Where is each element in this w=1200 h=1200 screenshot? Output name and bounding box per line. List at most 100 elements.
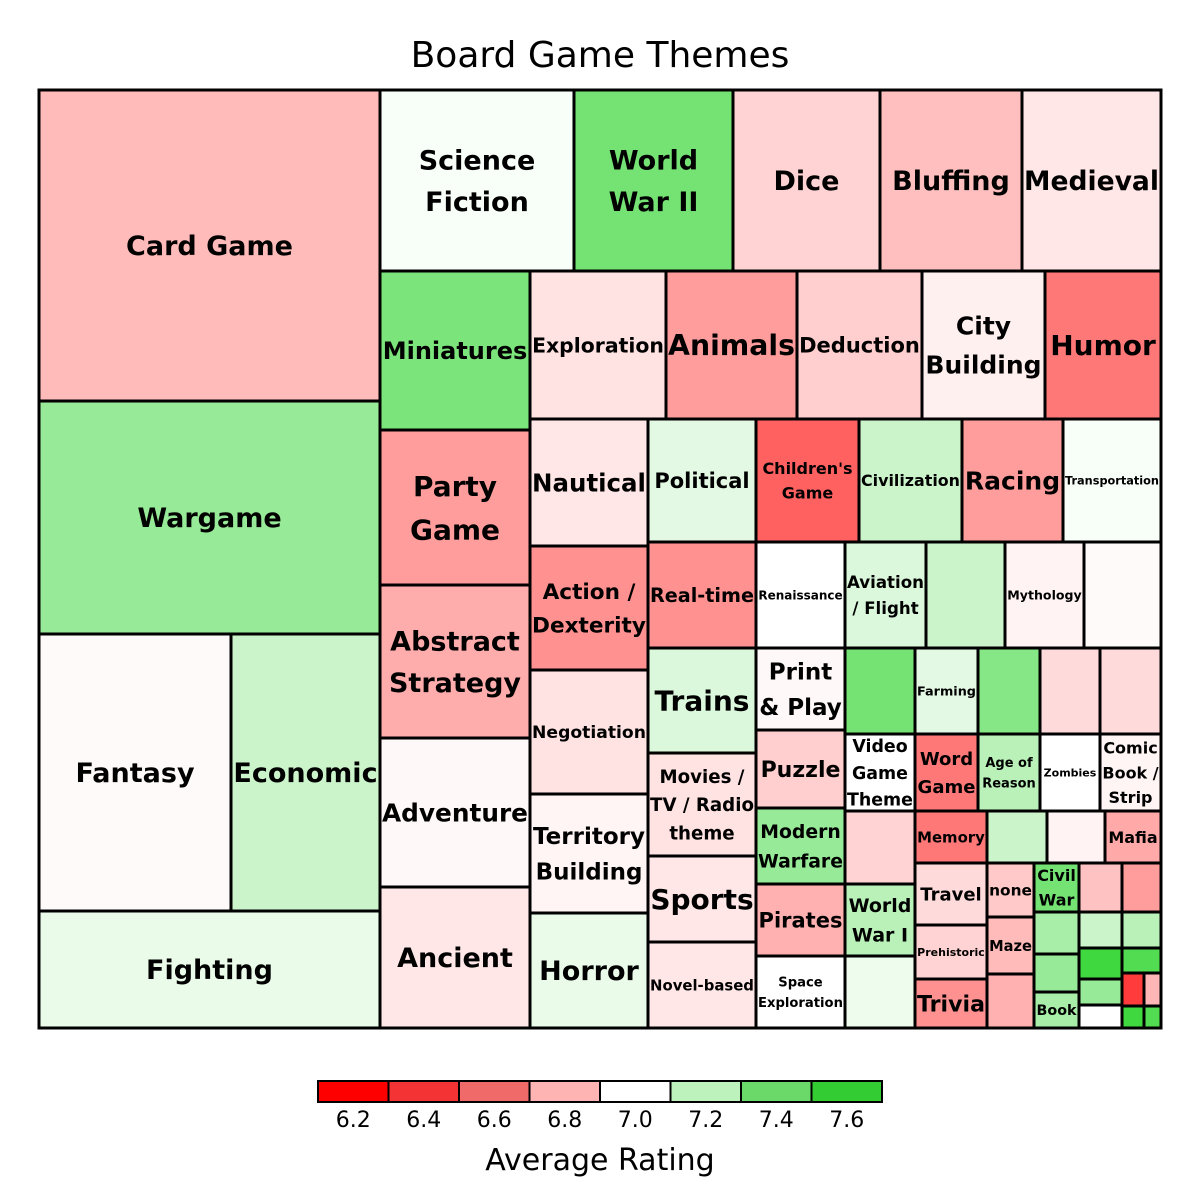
cell-rect-none xyxy=(985,861,1036,919)
cell-rect-territory-building xyxy=(528,792,650,915)
cell-label-movies-tv-radio-theme: Movies / TV / Radio theme xyxy=(650,767,754,844)
cell-rect-sports xyxy=(646,854,758,944)
cell-rect-farming xyxy=(913,646,980,736)
cell-label-ancient: Ancient xyxy=(397,943,513,974)
cell-label-age-of-reason: Age of Reason xyxy=(982,756,1036,791)
cell-rect-party-game xyxy=(378,428,532,587)
cell-label-action-dexterity: Action / Dexterity xyxy=(532,580,646,638)
cell-label-sports: Sports xyxy=(650,883,753,916)
cell-label-trains: Trains xyxy=(655,685,750,718)
cell-rect-unlabeled-63 xyxy=(1120,861,1163,914)
cell-label-mafia: Mafia xyxy=(1108,828,1157,847)
cell-label-world-war-i: World War I xyxy=(849,895,912,946)
cell-label-farming: Farming xyxy=(917,685,976,700)
cell-adventure: Adventure xyxy=(378,736,532,889)
cell-wargame: Wargame xyxy=(37,399,382,636)
cell-label-prehistoric: Prehistoric xyxy=(917,946,985,959)
cell-unlabeled-68 xyxy=(1120,910,1163,950)
cell-unlabeled-67 xyxy=(1077,910,1124,950)
cell-fantasy: Fantasy xyxy=(37,632,233,913)
legend-tick-label: 6.6 xyxy=(477,1108,512,1133)
cell-unlabeled-71 xyxy=(843,954,917,1030)
cell-rect-nautical xyxy=(528,417,650,548)
cell-rect-trivia xyxy=(913,977,989,1030)
cell-rect-exploration xyxy=(528,269,668,421)
cell-label-novel-based: Novel-based xyxy=(650,976,754,994)
cell-rect-action-dexterity xyxy=(528,544,650,672)
legend-swatch-3 xyxy=(528,1080,601,1103)
cell-farming: Farming xyxy=(913,646,980,736)
cell-rect-unlabeled-78 xyxy=(1120,971,1146,1008)
color-legend: 6.2 6.4 6.6 6.8 7.0 7.2 7.4 7.6 xyxy=(317,1080,883,1133)
cell-unlabeled-51 xyxy=(843,809,917,886)
cell-rect-science-fiction xyxy=(378,88,576,273)
legend-tick-label: 7.2 xyxy=(688,1108,723,1133)
cell-fighting: Fighting xyxy=(37,909,382,1030)
cell-unlabeled-42 xyxy=(1098,646,1163,736)
legend-swatch-5 xyxy=(669,1080,742,1103)
cell-action-dexterity: Action / Dexterity xyxy=(528,544,650,672)
cell-label-book: Book xyxy=(1037,1003,1077,1019)
cell-book: Book xyxy=(1032,990,1081,1030)
cell-movies-tv-radio-theme: Movies / TV / Radio theme xyxy=(646,751,758,858)
cell-miniatures: Miniatures xyxy=(378,269,532,432)
cell-comic-book-strip: Comic Book / Strip xyxy=(1098,732,1163,813)
cell-label-fantasy: Fantasy xyxy=(75,758,195,789)
cell-rect-maze xyxy=(985,915,1036,976)
cell-label-abstract-strategy: Abstract Strategy xyxy=(389,626,521,699)
cell-unlabeled-40 xyxy=(976,646,1042,736)
cell-rect-unlabeled-79 xyxy=(1142,971,1163,1008)
cell-label-card-game: Card Game xyxy=(126,231,293,262)
cell-label-zombies: Zombies xyxy=(1044,766,1097,779)
cell-rect-mythology xyxy=(1003,540,1086,650)
cell-rect-wargame xyxy=(37,399,382,636)
cell-rect-age-of-reason xyxy=(976,732,1042,813)
legend-swatch-6 xyxy=(740,1080,813,1103)
cell-travel: Travel xyxy=(913,861,989,927)
cell-dice: Dice xyxy=(731,88,882,273)
treemap-cells: Card Game Wargame Fantasy Economic Fighting S… xyxy=(37,88,1163,1030)
cell-label-space-exploration: Space Exploration xyxy=(758,976,843,1011)
cell-civilization: Civilization xyxy=(857,417,964,544)
cell-renaissance: Renaissance xyxy=(754,540,847,650)
cell-rect-modern-warfare xyxy=(754,806,847,886)
cell-ancient: Ancient xyxy=(378,885,532,1030)
cell-label-medieval: Medieval xyxy=(1024,166,1159,197)
cell-label-real-time: Real-time xyxy=(650,584,754,607)
cell-label-deduction: Deduction xyxy=(799,334,920,358)
cell-label-dice: Dice xyxy=(774,166,840,197)
cell-label-exploration: Exploration xyxy=(532,333,664,357)
cell-label-maze: Maze xyxy=(989,938,1032,955)
cell-unlabeled-66 xyxy=(1032,910,1081,956)
cell-rect-unlabeled-53 xyxy=(985,809,1049,865)
cell-unlabeled-63 xyxy=(1120,861,1163,914)
cell-label-miniatures: Miniatures xyxy=(383,337,528,365)
cell-rect-city-building xyxy=(920,269,1047,421)
cell-city-building: City Building xyxy=(920,269,1047,421)
cell-label-comic-book-strip: Comic Book / Strip xyxy=(1102,738,1158,807)
cell-rect-unlabeled-77 xyxy=(1077,977,1124,1007)
cell-unlabeled-62 xyxy=(1077,861,1124,914)
cell-video-game-theme: Video Game Theme xyxy=(843,732,917,813)
cell-political: Political xyxy=(646,417,758,544)
cell-card-game: Card Game xyxy=(37,88,382,403)
cell-rect-animals xyxy=(664,269,799,421)
cell-rect-space-exploration xyxy=(754,954,847,1030)
cell-label-puzzle: Puzzle xyxy=(761,758,841,783)
cell-rect-aviation-flight xyxy=(843,540,928,650)
cell-aviation-flight: Aviation / Flight xyxy=(843,540,928,650)
cell-label-wargame: Wargame xyxy=(137,503,281,534)
cell-rect-unlabeled-41 xyxy=(1038,646,1102,736)
cell-rect-unlabeled-51 xyxy=(843,809,917,886)
cell-prehistoric: Prehistoric xyxy=(913,923,989,981)
cell-rect-print-play xyxy=(754,646,847,732)
cell-rect-humor xyxy=(1043,269,1163,421)
cell-mythology: Mythology xyxy=(1003,540,1086,650)
cell-rect-economic xyxy=(229,632,382,913)
cell-rect-book xyxy=(1032,990,1081,1030)
cell-economic: Economic xyxy=(229,632,382,913)
cell-exploration: Exploration xyxy=(528,269,668,421)
cell-label-aviation-flight: Aviation / Flight xyxy=(847,573,924,618)
cell-label-animals: Animals xyxy=(668,329,795,362)
